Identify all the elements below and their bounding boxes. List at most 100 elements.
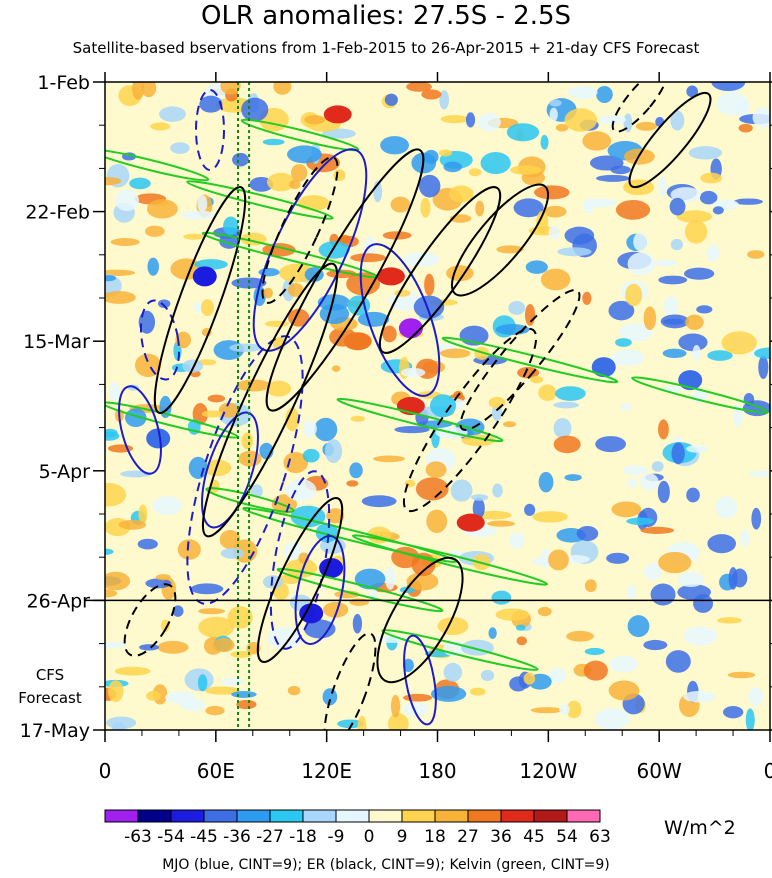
heatmap-cell xyxy=(129,177,151,190)
heatmap-cell xyxy=(562,555,590,564)
heatmap-cell xyxy=(297,195,330,211)
colorbar-label: -63 xyxy=(124,827,152,847)
kelvin-contour xyxy=(351,534,549,586)
colorbar-swatch xyxy=(467,809,502,823)
heatmap-cell xyxy=(657,480,670,504)
colorbar-units: W/m^2 xyxy=(664,817,736,839)
heatmap-cell xyxy=(172,605,184,617)
heatmap-cell xyxy=(584,579,597,593)
heatmap-cell xyxy=(349,462,363,479)
heatmap-cell xyxy=(207,394,226,403)
heatmap-cell xyxy=(105,291,136,304)
heatmap-cell xyxy=(611,349,645,367)
heatmap-cell xyxy=(304,115,326,125)
heatmap-cell xyxy=(533,185,570,200)
heatmap-cell xyxy=(220,82,241,95)
heatmap-cell xyxy=(707,350,733,361)
y-tick-label: 1-Feb xyxy=(37,72,90,94)
heatmap-cell xyxy=(394,425,430,434)
heatmap-cell xyxy=(548,549,569,571)
kelvin-contour xyxy=(240,118,360,152)
heatmap-cell xyxy=(509,676,528,692)
heatmap-cell xyxy=(722,706,744,719)
heatmap-cell xyxy=(394,289,411,297)
cfs-label-line1: CFS xyxy=(35,666,65,684)
heatmap-cell xyxy=(304,619,336,639)
heatmap-cell xyxy=(608,300,635,321)
heatmap-cell xyxy=(181,210,215,220)
heatmap-cell xyxy=(748,687,764,707)
heatmap-cell xyxy=(491,590,512,605)
mjo-contour xyxy=(195,89,225,171)
x-tick-label: 0 xyxy=(99,759,112,783)
heatmap-cell xyxy=(443,161,462,173)
heatmap-cell-high xyxy=(456,513,485,532)
mjo-contour xyxy=(359,243,441,397)
heatmap-cell xyxy=(108,680,124,703)
heatmap-cell xyxy=(421,89,442,100)
heatmap-cell xyxy=(402,658,414,672)
heatmap-cell xyxy=(516,636,527,646)
heatmap-cell xyxy=(192,402,208,425)
er-contour xyxy=(378,186,502,354)
heatmap-cell xyxy=(238,450,262,467)
heatmap-cell xyxy=(326,508,345,524)
x-tick-label: 60E xyxy=(197,759,235,783)
heatmap-cell xyxy=(134,353,162,378)
heatmap-cell xyxy=(506,123,540,142)
heatmap-cell xyxy=(583,660,608,681)
er-contour xyxy=(450,183,550,297)
heatmap-cell xyxy=(538,384,557,401)
mjo-contour xyxy=(139,299,181,381)
heatmap-cell xyxy=(106,716,137,730)
heatmap-cell xyxy=(198,608,225,615)
heatmap-cell xyxy=(620,403,632,411)
heatmap-cell xyxy=(658,176,667,198)
heatmap-cell xyxy=(400,367,426,378)
y-tick-label: 22-Feb xyxy=(25,202,90,224)
colorbar-label: -18 xyxy=(289,827,317,847)
kelvin-contour xyxy=(186,180,334,220)
heatmap-cell xyxy=(627,615,650,638)
heatmap-cell xyxy=(472,497,485,520)
er-contour xyxy=(611,82,669,133)
heatmap-cell xyxy=(406,572,439,591)
heatmap-cell xyxy=(610,165,631,175)
heatmap-cell xyxy=(640,526,674,534)
colorbar-label: -45 xyxy=(190,827,218,847)
heatmap-cell xyxy=(515,624,526,631)
heatmap-cell xyxy=(403,701,429,717)
colorbar-label: 36 xyxy=(490,827,512,847)
mjo-contour xyxy=(118,385,162,475)
heatmap-cell-low xyxy=(319,558,344,578)
er-contour xyxy=(323,632,377,730)
er-contour xyxy=(261,156,339,304)
heatmap-cell xyxy=(349,598,369,606)
heatmap-cell xyxy=(615,199,651,220)
heatmap-cell xyxy=(241,97,269,122)
heatmap-cell xyxy=(686,85,698,98)
er-contour xyxy=(402,327,538,513)
heatmap-cell xyxy=(219,529,241,550)
heatmap-cell xyxy=(699,190,718,205)
heatmap-cell xyxy=(283,452,309,474)
heatmap-cell xyxy=(564,226,595,245)
heatmap-cell xyxy=(530,375,544,384)
y-tick-label: 5-Apr xyxy=(39,461,91,483)
colorbar-swatch xyxy=(500,809,535,823)
heatmap-cell xyxy=(266,172,295,192)
heatmap-cell xyxy=(549,99,562,107)
heatmap-cell xyxy=(538,471,554,493)
heatmap-cell xyxy=(350,253,386,263)
heatmap-cell xyxy=(105,482,127,507)
er-contour xyxy=(256,496,344,664)
heatmap-cell xyxy=(439,348,471,359)
heatmap-cell xyxy=(182,359,203,373)
heatmap-cell xyxy=(403,693,433,702)
heatmap-cell xyxy=(488,396,506,409)
er-contour xyxy=(153,186,247,414)
heatmap-cell xyxy=(152,496,183,516)
heatmap-cell xyxy=(650,583,676,606)
heatmap-cell xyxy=(584,647,605,656)
heatmap-cell xyxy=(138,504,148,524)
